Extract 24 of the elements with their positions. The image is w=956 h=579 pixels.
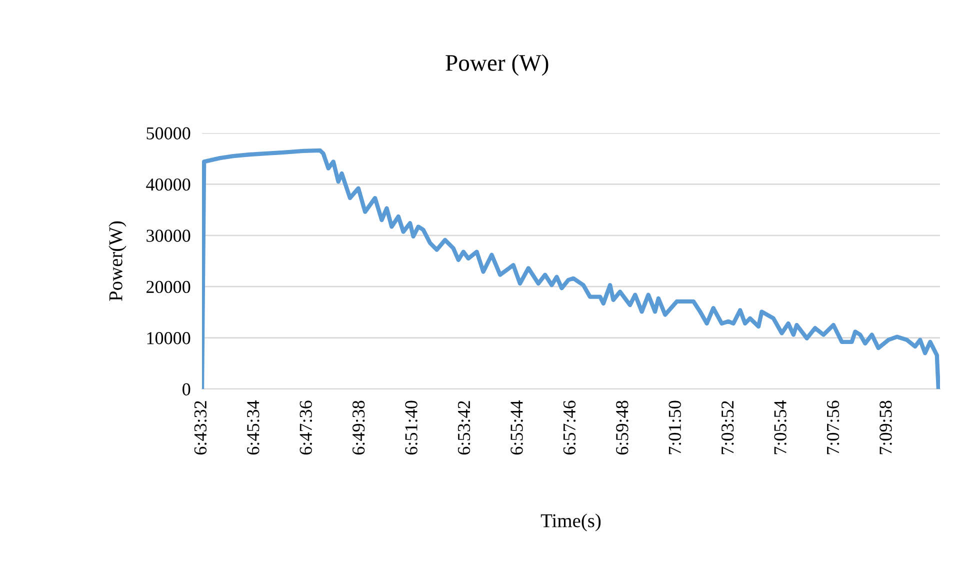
y-tick-label: 40000: [146, 178, 190, 191]
y-tick-label: 0: [182, 383, 190, 396]
y-tick-label: 50000: [146, 127, 190, 140]
y-tick-label: 30000: [146, 230, 190, 242]
x-tick-label: 6:49:38: [352, 400, 365, 455]
x-tick-label: 6:55:44: [510, 400, 523, 455]
x-axis-title: Time(s): [540, 514, 601, 532]
x-tick-label: 6:47:36: [300, 400, 312, 455]
x-tick-label: 6:45:34: [247, 400, 260, 455]
x-tick-label: 6:57:46: [563, 400, 576, 455]
y-tick-label: 20000: [146, 280, 190, 294]
x-tick-label: 6:59:48: [616, 400, 628, 455]
x-tick-label: 7:07:56: [826, 400, 840, 454]
x-tick-label: 6:51:40: [405, 400, 418, 455]
chart-title: Power (W): [446, 54, 548, 76]
x-tick-label: 7:05:54: [774, 400, 786, 454]
x-tick-label: 7:09:58: [880, 400, 892, 454]
x-tick-label: 7:03:52: [721, 401, 734, 454]
x-tick-label: 7:01:50: [668, 400, 682, 454]
line-series: [202, 148, 940, 389]
x-tick-label: 6:43:32: [194, 401, 207, 455]
y-tick-label: 10000: [147, 332, 190, 344]
x-tick-label: 6:53:42: [458, 401, 470, 455]
y-axis-title: Power(W): [108, 221, 126, 301]
